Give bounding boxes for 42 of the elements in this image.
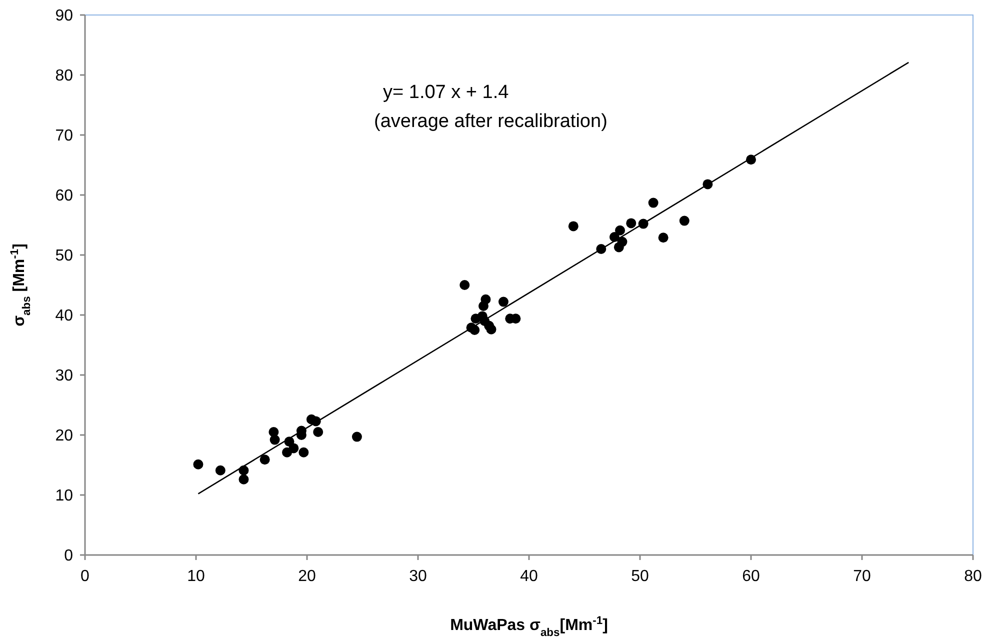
annotation: y= 1.07 x + 1.4 bbox=[383, 82, 510, 103]
point bbox=[568, 221, 578, 232]
x-tick-label: 70 bbox=[853, 568, 871, 585]
y-tick-label: 30 bbox=[55, 368, 74, 385]
annotation: (average after recalibration) bbox=[374, 111, 608, 132]
point bbox=[480, 294, 491, 304]
y-tick-label: 20 bbox=[55, 428, 74, 445]
x-tick-label: 40 bbox=[520, 568, 538, 585]
y-tick-label: 50 bbox=[55, 248, 74, 265]
point bbox=[658, 232, 668, 243]
x-tick-label: 80 bbox=[964, 568, 982, 585]
y-tick-label: 40 bbox=[55, 308, 74, 325]
point bbox=[648, 198, 658, 208]
point bbox=[352, 432, 362, 442]
point bbox=[288, 443, 299, 454]
point bbox=[460, 280, 470, 290]
y-tick-label: 70 bbox=[55, 128, 74, 145]
point bbox=[270, 434, 280, 445]
y-tick-label: 60 bbox=[55, 188, 74, 205]
x-tick-label: 10 bbox=[187, 568, 205, 585]
point bbox=[617, 236, 628, 247]
x-tick-label: 60 bbox=[742, 568, 760, 585]
point bbox=[498, 296, 508, 307]
x-axis-title: MuWaPas σ$_{abs}$[Mm$^{-1}$] bbox=[450, 615, 608, 639]
x-tick-label: 30 bbox=[409, 568, 427, 585]
point bbox=[215, 465, 226, 476]
y-tick-label: 10 bbox=[55, 488, 74, 505]
point bbox=[260, 454, 270, 465]
point bbox=[626, 218, 636, 228]
y-tick-label: 90 bbox=[55, 8, 74, 25]
point bbox=[238, 474, 249, 484]
point bbox=[615, 225, 626, 236]
y-tick-label: 0 bbox=[64, 548, 74, 565]
point bbox=[193, 459, 204, 470]
x-tick-label: 20 bbox=[298, 568, 316, 585]
y-tick-label: 80 bbox=[55, 68, 74, 85]
point bbox=[313, 427, 324, 437]
point bbox=[298, 447, 309, 458]
point bbox=[679, 216, 690, 226]
point bbox=[486, 324, 496, 334]
x-tick-label: 50 bbox=[631, 568, 649, 585]
x-tick-label: 0 bbox=[80, 568, 90, 585]
